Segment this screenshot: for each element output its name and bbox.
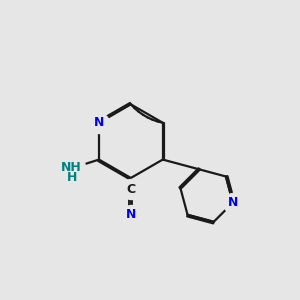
- Text: NH: NH: [61, 161, 82, 174]
- Text: N: N: [94, 116, 104, 129]
- Text: N: N: [228, 196, 238, 209]
- Text: C: C: [126, 183, 135, 196]
- Text: N: N: [126, 208, 136, 221]
- Text: H: H: [67, 171, 77, 184]
